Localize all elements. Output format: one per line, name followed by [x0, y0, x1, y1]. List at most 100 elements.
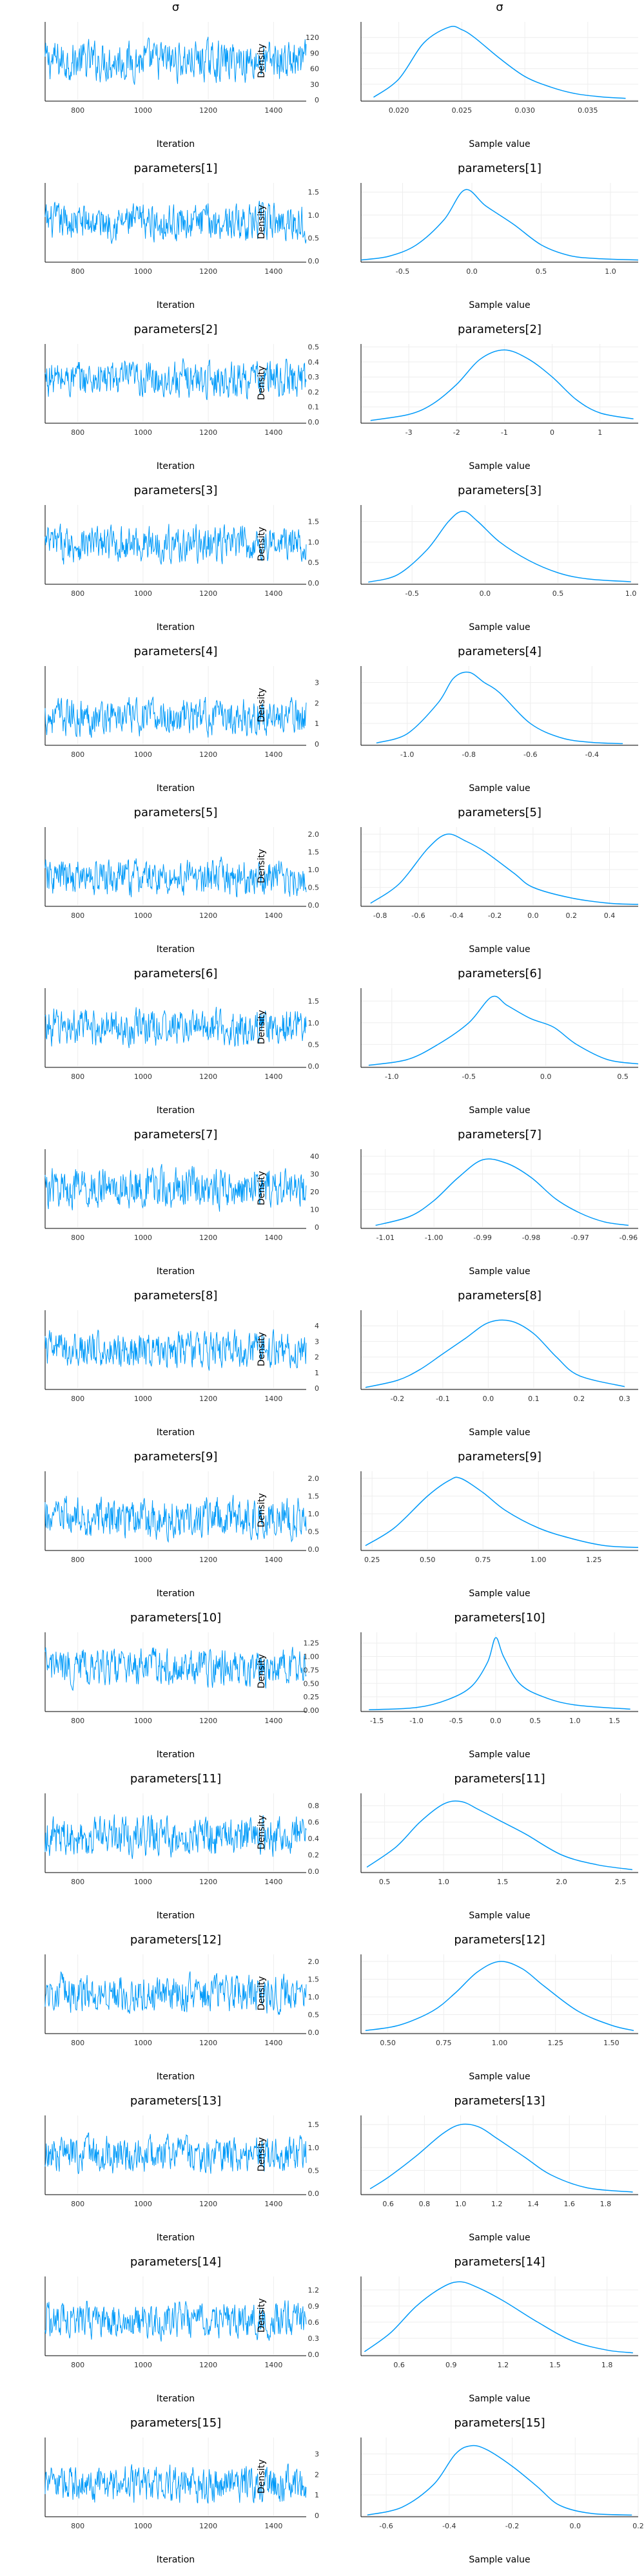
trace-series-line [44, 696, 307, 738]
density-x-tick-label: 0.2 [565, 911, 577, 920]
trace-x-tick-label: 1200 [199, 2361, 217, 2369]
trace-title: parameters[8] [134, 1289, 218, 1302]
trace-x-tick-label: 800 [71, 1073, 84, 1081]
density-x-tick-label: -1.0 [400, 750, 414, 759]
density-x-tick-label: 1.25 [586, 1556, 602, 1564]
density-y-tick-label: 0.5 [308, 234, 320, 242]
density-y-tick-label: 0.0 [308, 257, 320, 265]
density-y-tick-label: 0 [315, 2512, 319, 2520]
density-x-tick-label: -0.4 [442, 2522, 456, 2530]
density-curve [376, 671, 623, 745]
trace-series-line [44, 856, 307, 898]
trace-series-line [44, 2463, 307, 2504]
density-y-axis-label: Density [257, 688, 267, 722]
density-y-tick-label: 1.0 [308, 2144, 320, 2152]
trace-series-line [44, 1494, 307, 1543]
trace-series-line [44, 1164, 307, 1212]
density-x-tick-label: -1.01 [376, 1234, 394, 1242]
density-y-tick-label: 0.3 [308, 2334, 320, 2343]
trace-x-tick-label: 1000 [134, 1395, 152, 1403]
density-y-tick-label: 1.0 [308, 211, 320, 220]
density-title: parameters[15] [454, 2416, 545, 2430]
density-curve [369, 2123, 633, 2193]
trace-series-line [44, 358, 307, 401]
trace-title: parameters[5] [134, 806, 218, 819]
density-x-axis-label: Sample value [469, 1427, 530, 1438]
trace-series-line [44, 1329, 307, 1371]
density-x-tick-label: 0.50 [420, 1556, 436, 1564]
density-y-tick-label: 30 [310, 81, 319, 89]
trace-x-axis-label: Iteration [157, 2394, 195, 2404]
trace-x-tick-label: 1000 [134, 2361, 152, 2369]
density-y-tick-label: 1.5 [308, 1976, 320, 1984]
density-x-tick-label: 0.0 [570, 2522, 581, 2530]
density-x-tick-label: 0 [550, 428, 554, 437]
density-x-tick-label: 1.0 [438, 1878, 449, 1886]
density-y-tick-label: 2.0 [308, 1958, 320, 1966]
trace-x-axis-label: Iteration [157, 461, 195, 472]
density-x-tick-label: -1.0 [385, 1073, 398, 1081]
density-x-tick-label: 0.0 [527, 911, 539, 920]
density-x-tick-label: -0.5 [462, 1073, 475, 1081]
density-y-axis-label: Density [257, 1332, 267, 1366]
density-x-tick-label: 1.8 [600, 2200, 612, 2208]
density-y-axis-label: Density [257, 2137, 267, 2171]
trace-x-tick-label: 1400 [264, 2361, 282, 2369]
density-y-axis-label: Density [257, 1976, 267, 2010]
density-y-tick-label: 0.0 [308, 2190, 320, 2198]
density-curve [370, 349, 634, 421]
density-x-tick-label: -0.6 [523, 750, 537, 759]
density-x-tick-label: 0.2 [632, 2522, 644, 2530]
density-y-tick-label: 0.5 [308, 1528, 320, 1536]
density-y-tick-label: 30 [310, 1170, 319, 1179]
density-y-tick-label: 0.5 [308, 2011, 320, 2019]
trace-title: parameters[10] [130, 1611, 221, 1625]
trace-x-tick-label: 800 [71, 750, 84, 759]
density-x-tick-label: 1.0 [569, 1717, 581, 1725]
trace-title: parameters[6] [134, 967, 218, 980]
density-y-tick-label: 0.0 [308, 579, 320, 587]
trace-x-tick-label: 1000 [134, 428, 152, 437]
density-curve [369, 1637, 630, 1710]
trace-series-line [44, 523, 307, 565]
trace-x-tick-label: 800 [71, 1556, 84, 1564]
trace-x-axis-label: Iteration [157, 944, 195, 955]
density-x-axis-label: Sample value [469, 461, 530, 472]
density-x-tick-label: 0.6 [393, 2361, 405, 2369]
trace-x-tick-label: 1000 [134, 1878, 152, 1886]
trace-x-tick-label: 1400 [264, 2039, 282, 2047]
density-y-axis-label: Density [257, 44, 267, 78]
trace-x-axis-label: Iteration [157, 1266, 195, 1277]
density-curve [367, 2445, 632, 2516]
density-y-tick-label: 0.6 [308, 2318, 320, 2327]
density-curve [366, 1800, 633, 1871]
trace-x-tick-label: 1400 [264, 2522, 282, 2530]
density-x-tick-label: -0.6 [411, 911, 425, 920]
density-title: parameters[14] [454, 2255, 545, 2269]
density-y-tick-label: 40 [310, 1152, 319, 1161]
trace-title: parameters[14] [130, 2255, 221, 2269]
density-x-axis-label: Sample value [469, 2072, 530, 2082]
density-y-tick-label: 0.0 [308, 2351, 320, 2359]
density-y-tick-label: 3 [315, 678, 319, 687]
trace-x-tick-label: 1400 [264, 1556, 282, 1564]
trace-x-tick-label: 800 [71, 911, 84, 920]
trace-series-line [44, 1814, 307, 1859]
trace-x-tick-label: 1000 [134, 2039, 152, 2047]
density-x-tick-label: 0.5 [617, 1073, 629, 1081]
density-x-tick-label: 1 [598, 428, 602, 437]
density-x-tick-label: -0.4 [450, 911, 463, 920]
density-y-tick-label: 1.5 [308, 1493, 320, 1501]
density-title: parameters[11] [454, 1772, 545, 1786]
trace-series-line [44, 1971, 307, 2016]
density-x-tick-label: 0.5 [552, 589, 564, 598]
trace-x-tick-label: 1400 [264, 428, 282, 437]
trace-title: parameters[2] [134, 323, 218, 336]
trace-x-tick-label: 1200 [199, 1395, 217, 1403]
density-curve [373, 26, 626, 99]
trace-series-line [44, 37, 307, 85]
trace-x-tick-label: 1400 [264, 267, 282, 276]
density-y-tick-label: 0.25 [304, 1693, 320, 1701]
density-x-tick-label: -0.2 [391, 1395, 404, 1403]
density-y-tick-label: 0.6 [308, 1818, 320, 1827]
